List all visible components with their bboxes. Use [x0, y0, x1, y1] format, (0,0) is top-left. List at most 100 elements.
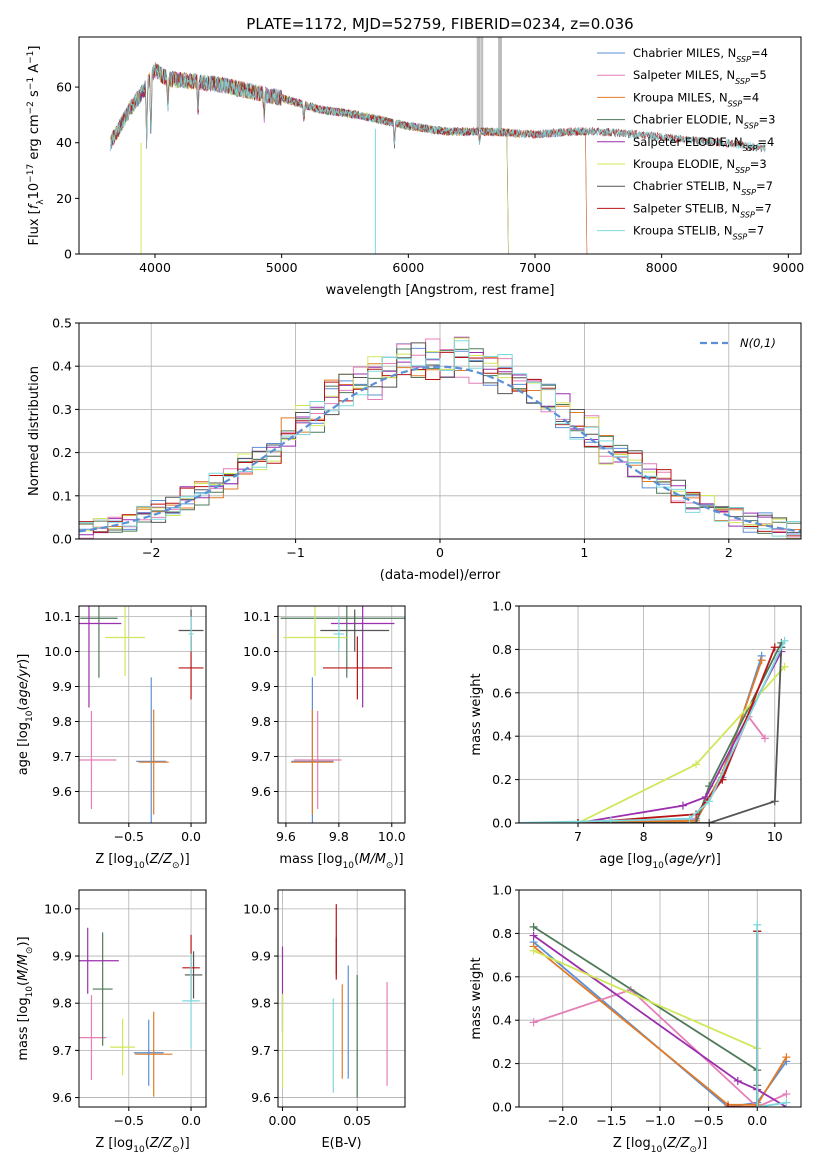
mass-weight-series: [533, 949, 758, 1050]
normal-curve: [79, 365, 801, 533]
legend-entry: Chabrier STELIB, NSSP=7: [633, 179, 773, 197]
y-axis-label: mass weight: [469, 957, 484, 1039]
x-tick-label: 0.05: [343, 1113, 371, 1128]
axes-frame: [518, 605, 802, 824]
label-part: f: [27, 202, 42, 209]
error-bar-point: [283, 606, 347, 676]
legend-sub: SSP: [743, 143, 758, 152]
error-bar-point: [280, 606, 405, 678]
label-part: λ: [36, 199, 46, 205]
error-bar-point: [330, 606, 395, 708]
legend-name: Chabrier MILES, N: [633, 46, 736, 60]
label-part: −1: [26, 51, 36, 64]
label-part: mass [log: [279, 852, 342, 867]
label-part: E(B-V): [321, 1136, 361, 1151]
y-axis-label: age [log10(age/yr)]: [16, 654, 35, 776]
error-bar-point: [79, 606, 122, 708]
label-part: ⊙: [689, 1145, 697, 1155]
y-tick-label: 0: [64, 247, 72, 262]
histogram-series: [79, 340, 801, 539]
x-tick-label: −1: [286, 545, 304, 560]
error-bar-point: [80, 606, 118, 678]
mass-weight-series: [533, 945, 788, 1106]
x-axis-label: age [log10(age/yr)]: [599, 852, 721, 871]
label-part: s: [27, 90, 42, 101]
x-tick-label: 0.0: [181, 1113, 201, 1128]
label-part: A: [27, 64, 42, 77]
y-tick-label: 9.6: [251, 784, 271, 799]
x-tick-label: 10: [767, 829, 783, 844]
mass-weight-series: [533, 926, 759, 1107]
x-tick-label: −0.5: [114, 829, 144, 844]
legend-sub: SSP: [733, 232, 748, 241]
mass-weight-vs-Z-panel: −2.0 −1.5 −1.0 −0.5 0.0 0.0 0.2 0.4 0.6 0.8 1.0 Z […: [469, 883, 802, 1155]
x-tick-label: 0.0: [747, 1113, 767, 1128]
label-part: Z [log: [95, 852, 133, 867]
x-tick-label: 2: [725, 545, 733, 560]
y-tick-label: 10.1: [44, 609, 72, 624]
mass-weight-marker: [733, 1076, 742, 1085]
legend-nssp: =7: [756, 179, 773, 193]
x-tick-label: 8000: [646, 260, 678, 275]
spectrum-series-line: [110, 64, 766, 154]
mass-weight-marker: [753, 1103, 762, 1107]
x-tick-label: 9.8: [329, 829, 349, 844]
mass-vs-Z-panel: −0.5 0.09.69.79.89.910.0Z [log10(Z/Z⊙)]ma…: [16, 889, 207, 1155]
y-tick-label: 10.0: [44, 644, 72, 659]
error-bar-point: [291, 709, 334, 815]
x-tick-label: 9000: [772, 260, 804, 275]
legend-sub: SSP: [735, 77, 750, 86]
y-tick-label: 0.6: [492, 685, 512, 700]
mass-weight-series: [519, 640, 786, 823]
y-tick-label: 0.6: [492, 969, 512, 984]
y-tick-label: 9.6: [52, 784, 72, 799]
mass-weight-series: [577, 651, 783, 823]
legend-nssp: =4: [757, 135, 774, 149]
legend-entry: Salpeter STELIB, NSSP=7: [633, 201, 772, 219]
error-bar-point: [92, 932, 113, 1046]
legend-entry: Salpeter MILES, NSSP=5: [633, 68, 767, 86]
label-part: )]: [711, 852, 721, 867]
mass-weight-marker: [678, 801, 687, 810]
x-tick-label: 9.6: [276, 829, 296, 844]
label-part: Flux [: [27, 209, 42, 245]
x-axis-label: wavelength [Angstrom, rest frame]: [326, 283, 555, 298]
spectrum-series-line: [110, 66, 509, 254]
legend: N(0,1): [700, 336, 776, 350]
error-bar-point: [293, 711, 342, 809]
x-tick-label: 4000: [139, 260, 171, 275]
x-tick-label: 0: [436, 545, 444, 560]
label-part: M/M: [16, 954, 31, 981]
legend-nssp: =4: [742, 90, 759, 104]
mass-weight-marker: [529, 946, 538, 955]
x-tick-label: 8: [640, 829, 648, 844]
y-tick-label: 9.8: [52, 714, 72, 729]
mass-weight-marker: [770, 643, 779, 652]
mass-weight-series: [728, 931, 759, 1107]
legend-nssp: =5: [750, 68, 767, 82]
plot-area: [280, 606, 405, 823]
legend-entry: Kroupa MILES, NSSP=4: [633, 90, 759, 108]
legend-name: Chabrier STELIB, N: [633, 179, 741, 193]
mass-weight-marker: [692, 760, 701, 769]
legend-nssp: =7: [755, 201, 772, 215]
y-tick-label: 0.3: [52, 402, 72, 417]
legend-entry: Kroupa STELIB, NSSP=7: [633, 224, 764, 242]
axes-frame: [277, 605, 406, 824]
y-tick-label: 9.9: [251, 949, 271, 964]
y-tick-label: 9.8: [251, 714, 271, 729]
label-part: mass [log: [16, 997, 31, 1060]
legend-name: Kroupa ELODIE, N: [633, 157, 735, 171]
y-tick-label: 9.8: [52, 996, 72, 1011]
x-tick-label: 7000: [519, 260, 551, 275]
spectrum-series-line: [110, 62, 588, 254]
x-tick-label: −0.5: [114, 1113, 144, 1128]
y-tick-label: 0.8: [492, 926, 512, 941]
label-part: 10: [27, 183, 42, 200]
legend-nssp: =3: [750, 157, 767, 171]
x-tick-label: −2.0: [548, 1113, 578, 1128]
label-part: )]: [16, 654, 31, 664]
